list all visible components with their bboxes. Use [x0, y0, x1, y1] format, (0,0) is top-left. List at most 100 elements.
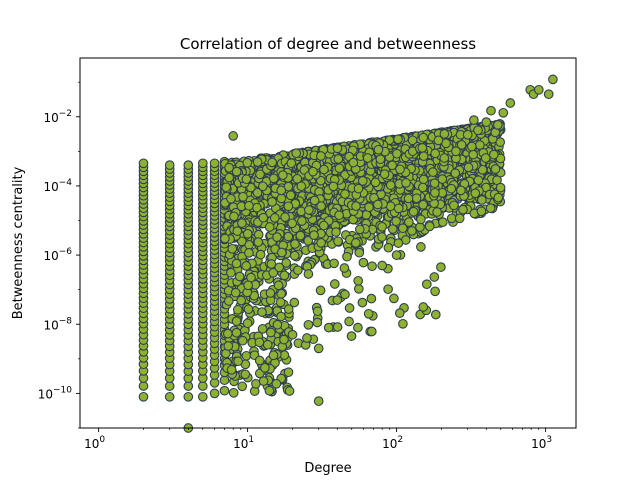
data-point — [332, 295, 343, 305]
data-point — [385, 180, 396, 190]
data-point — [268, 350, 279, 361]
data-point — [493, 192, 504, 203]
data-point — [389, 293, 399, 304]
data-point — [498, 107, 509, 118]
data-point — [258, 181, 268, 192]
data-point — [226, 193, 236, 204]
data-point — [234, 271, 245, 282]
data-point — [348, 157, 359, 168]
data-point — [375, 154, 386, 165]
data-point — [237, 218, 247, 228]
data-point — [276, 185, 287, 196]
plot-frame — [79, 57, 577, 429]
data-point — [243, 280, 253, 291]
data-point — [312, 306, 323, 317]
data-point — [226, 267, 236, 278]
data-point — [397, 223, 408, 234]
data-point — [344, 303, 355, 313]
data-point — [233, 356, 243, 367]
data-point — [138, 158, 149, 169]
data-point — [241, 174, 252, 185]
data-point — [309, 230, 319, 240]
data-point — [418, 199, 428, 210]
data-point — [242, 157, 253, 168]
data-point — [275, 297, 286, 308]
data-point — [223, 341, 234, 351]
data-point — [363, 308, 374, 319]
data-point — [490, 164, 501, 174]
data-point — [418, 151, 429, 161]
x-tick-label: 101 — [233, 435, 254, 451]
data-point — [316, 201, 326, 211]
data-point — [287, 218, 298, 229]
data-point — [303, 319, 314, 330]
data-point — [398, 318, 408, 329]
data-point — [357, 297, 368, 308]
data-point — [408, 206, 419, 217]
data-point — [403, 193, 414, 204]
data-point — [268, 173, 279, 184]
data-point — [253, 237, 264, 247]
data-point — [222, 328, 233, 339]
data-point — [372, 199, 383, 210]
data-point — [303, 269, 314, 279]
data-point — [258, 212, 269, 223]
data-point — [283, 304, 294, 314]
data-point — [264, 222, 275, 232]
data-point — [319, 164, 329, 175]
data-point — [533, 84, 544, 95]
data-point — [242, 228, 253, 239]
data-point — [411, 193, 422, 204]
data-point — [458, 204, 468, 215]
data-point — [354, 224, 365, 235]
data-point — [468, 149, 479, 160]
data-point — [421, 279, 432, 290]
data-point — [274, 262, 285, 273]
data-point — [377, 221, 387, 232]
data-point — [240, 369, 251, 380]
data-point — [231, 327, 242, 338]
data-point — [393, 134, 403, 145]
data-point — [439, 129, 450, 139]
data-point — [353, 275, 364, 286]
data-point — [228, 131, 239, 141]
data-point — [265, 327, 276, 338]
data-point — [269, 213, 280, 223]
data-point — [304, 205, 314, 215]
data-point — [316, 238, 326, 248]
data-point — [332, 322, 343, 332]
data-point — [236, 236, 247, 247]
data-point — [289, 250, 300, 261]
data-point — [265, 288, 276, 298]
x-tick-label: 100 — [84, 435, 105, 451]
data-point — [254, 337, 265, 348]
data-point — [313, 343, 324, 354]
data-point — [252, 157, 263, 167]
data-point — [392, 148, 402, 159]
data-point — [340, 189, 350, 199]
data-point — [272, 232, 282, 242]
data-point — [366, 326, 377, 337]
data-point — [416, 214, 426, 225]
data-point — [473, 175, 484, 186]
data-point — [291, 148, 302, 159]
x-tick-label: 102 — [382, 435, 403, 451]
data-point — [281, 258, 292, 268]
data-point — [243, 304, 254, 315]
data-point — [228, 387, 239, 398]
data-point — [475, 140, 485, 150]
data-point — [254, 355, 265, 366]
data-point — [342, 251, 352, 262]
data-point — [417, 143, 428, 153]
data-point — [315, 285, 326, 296]
data-point — [252, 202, 262, 213]
data-point — [548, 74, 558, 85]
data-point — [183, 160, 194, 170]
data-point — [344, 316, 354, 327]
data-point — [333, 154, 344, 164]
data-point — [437, 217, 448, 227]
data-point — [276, 311, 286, 322]
data-point — [138, 391, 149, 402]
